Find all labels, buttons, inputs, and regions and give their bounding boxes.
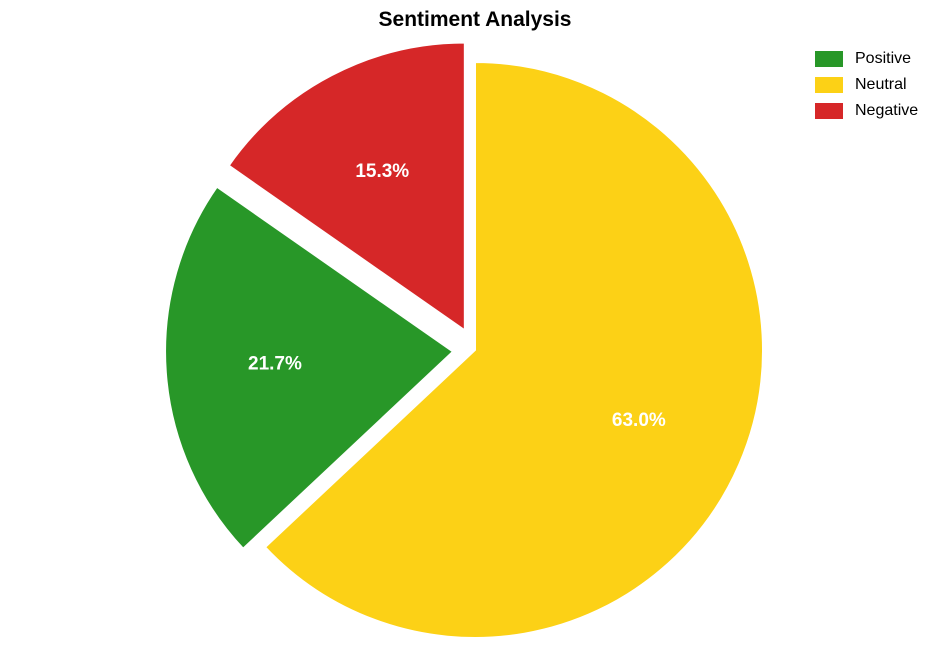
pie-label-negative: 15.3% (355, 161, 409, 182)
legend-item-positive: Positive (815, 48, 918, 70)
legend-swatch-negative (815, 103, 843, 119)
pie-label-neutral: 63.0% (612, 410, 666, 431)
sentiment-pie-chart: Sentiment Analysis 63.0%21.7%15.3% Posit… (0, 0, 950, 662)
legend-item-negative: Negative (815, 100, 918, 122)
legend-item-neutral: Neutral (815, 74, 918, 96)
legend-swatch-neutral (815, 77, 843, 93)
legend-label-negative: Negative (855, 102, 918, 120)
legend-label-neutral: Neutral (855, 76, 907, 94)
legend-swatch-positive (815, 51, 843, 67)
pie-label-positive: 21.7% (248, 353, 302, 374)
pie-svg: 63.0% 21.7% 15.3% (0, 0, 950, 662)
chart-legend: Positive Neutral Negative (815, 48, 918, 126)
legend-label-positive: Positive (855, 50, 911, 68)
